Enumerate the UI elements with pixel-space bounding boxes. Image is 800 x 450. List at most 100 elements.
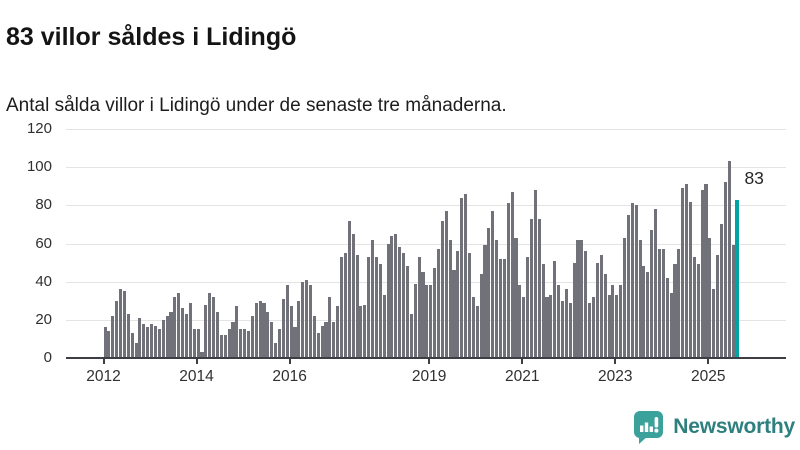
bar-month <box>440 220 444 358</box>
bar-month <box>564 289 568 358</box>
bar-month <box>654 209 658 358</box>
bar-month <box>122 291 126 358</box>
bar-month <box>371 239 375 358</box>
x-axis-label: 2021 <box>504 368 540 385</box>
bar-month <box>204 304 208 358</box>
bar-month <box>669 293 673 358</box>
x-axis-tick <box>707 359 710 364</box>
bar-month <box>138 317 142 358</box>
bar-month <box>285 285 289 358</box>
bar-month <box>192 329 196 358</box>
bar-month <box>324 321 328 358</box>
highlighted-bar <box>735 199 739 358</box>
bar-month <box>580 239 584 358</box>
bar-month <box>619 285 623 358</box>
bar-month <box>549 295 553 358</box>
bar-month <box>471 296 475 358</box>
bar-month <box>436 249 440 358</box>
bar-month <box>638 239 642 358</box>
x-axis-tick <box>614 359 617 364</box>
bar-month <box>483 245 487 358</box>
bar-month <box>611 285 615 358</box>
bar-month <box>475 306 479 358</box>
bar-month <box>498 258 503 358</box>
bar-month <box>696 264 700 358</box>
bar-month <box>452 270 456 358</box>
bar-month <box>196 329 200 358</box>
x-axis-label: 2016 <box>272 368 307 385</box>
bar-month <box>289 306 293 358</box>
bar-month <box>677 249 681 358</box>
bar-month <box>487 228 491 358</box>
x-axis-tick <box>102 359 105 364</box>
bar-month <box>111 316 115 358</box>
bar-month <box>297 300 301 358</box>
bar-month <box>293 327 297 358</box>
page-title: 83 villor såldes i Lidingö <box>6 22 297 51</box>
bar-month <box>634 205 638 358</box>
bar-month <box>685 184 689 358</box>
bar-month <box>386 243 390 358</box>
bar-month <box>522 296 526 358</box>
bar-month <box>173 296 177 358</box>
bar-month <box>510 191 514 358</box>
bar-month <box>626 214 630 358</box>
bar-month <box>719 224 724 358</box>
bar-month <box>642 266 646 358</box>
bar-month <box>340 256 344 358</box>
bar-month <box>688 201 693 358</box>
bar-month <box>367 256 371 358</box>
bar-month <box>533 190 537 358</box>
gridline <box>66 281 786 283</box>
bar-month <box>153 325 157 358</box>
bar-month <box>343 253 347 358</box>
bar-month <box>646 272 650 358</box>
bar-month <box>506 203 510 358</box>
bar-month <box>708 237 712 358</box>
bar-month <box>150 323 154 358</box>
bar-month <box>320 325 324 358</box>
x-axis-label: 2025 <box>691 368 726 385</box>
bar-month <box>444 211 448 358</box>
bar-month <box>336 306 340 358</box>
bar-month <box>161 319 165 358</box>
bar-month <box>316 333 320 358</box>
bar-month <box>115 300 119 358</box>
x-axis-label: 2019 <box>411 368 447 385</box>
bar-month <box>301 281 305 358</box>
bar-month <box>603 274 607 358</box>
x-axis-line <box>66 357 786 359</box>
bar-month <box>157 329 161 358</box>
bar-month <box>518 285 522 358</box>
bar-month <box>212 296 216 358</box>
bar-month <box>553 260 557 358</box>
bar-month <box>731 245 735 358</box>
bar-month <box>332 321 336 358</box>
bar-month <box>246 331 251 358</box>
bar-month <box>421 272 425 358</box>
y-axis-label: 60 <box>35 234 52 252</box>
bar-month <box>405 266 409 358</box>
bar-month <box>409 314 413 358</box>
bar-month <box>460 197 464 358</box>
bar-month <box>727 161 731 358</box>
bar-month <box>359 306 363 358</box>
bar-month <box>239 329 243 358</box>
speech-bubble-bar-chart-icon <box>634 411 664 444</box>
bar-month <box>374 256 378 358</box>
bar-month <box>266 312 270 358</box>
bar-month <box>673 264 677 358</box>
bar-month <box>270 321 274 358</box>
bar-month <box>142 323 146 358</box>
x-axis-label: 2012 <box>86 368 121 385</box>
bar-month <box>390 235 394 358</box>
bar-month <box>200 352 204 358</box>
gridline <box>66 205 786 207</box>
bar-month <box>378 264 382 358</box>
bar-month <box>723 182 727 358</box>
bar-month <box>394 233 398 358</box>
x-axis-tick <box>195 359 198 364</box>
bar-month <box>661 249 665 358</box>
bar-month <box>448 239 452 358</box>
bar-month <box>208 293 212 358</box>
